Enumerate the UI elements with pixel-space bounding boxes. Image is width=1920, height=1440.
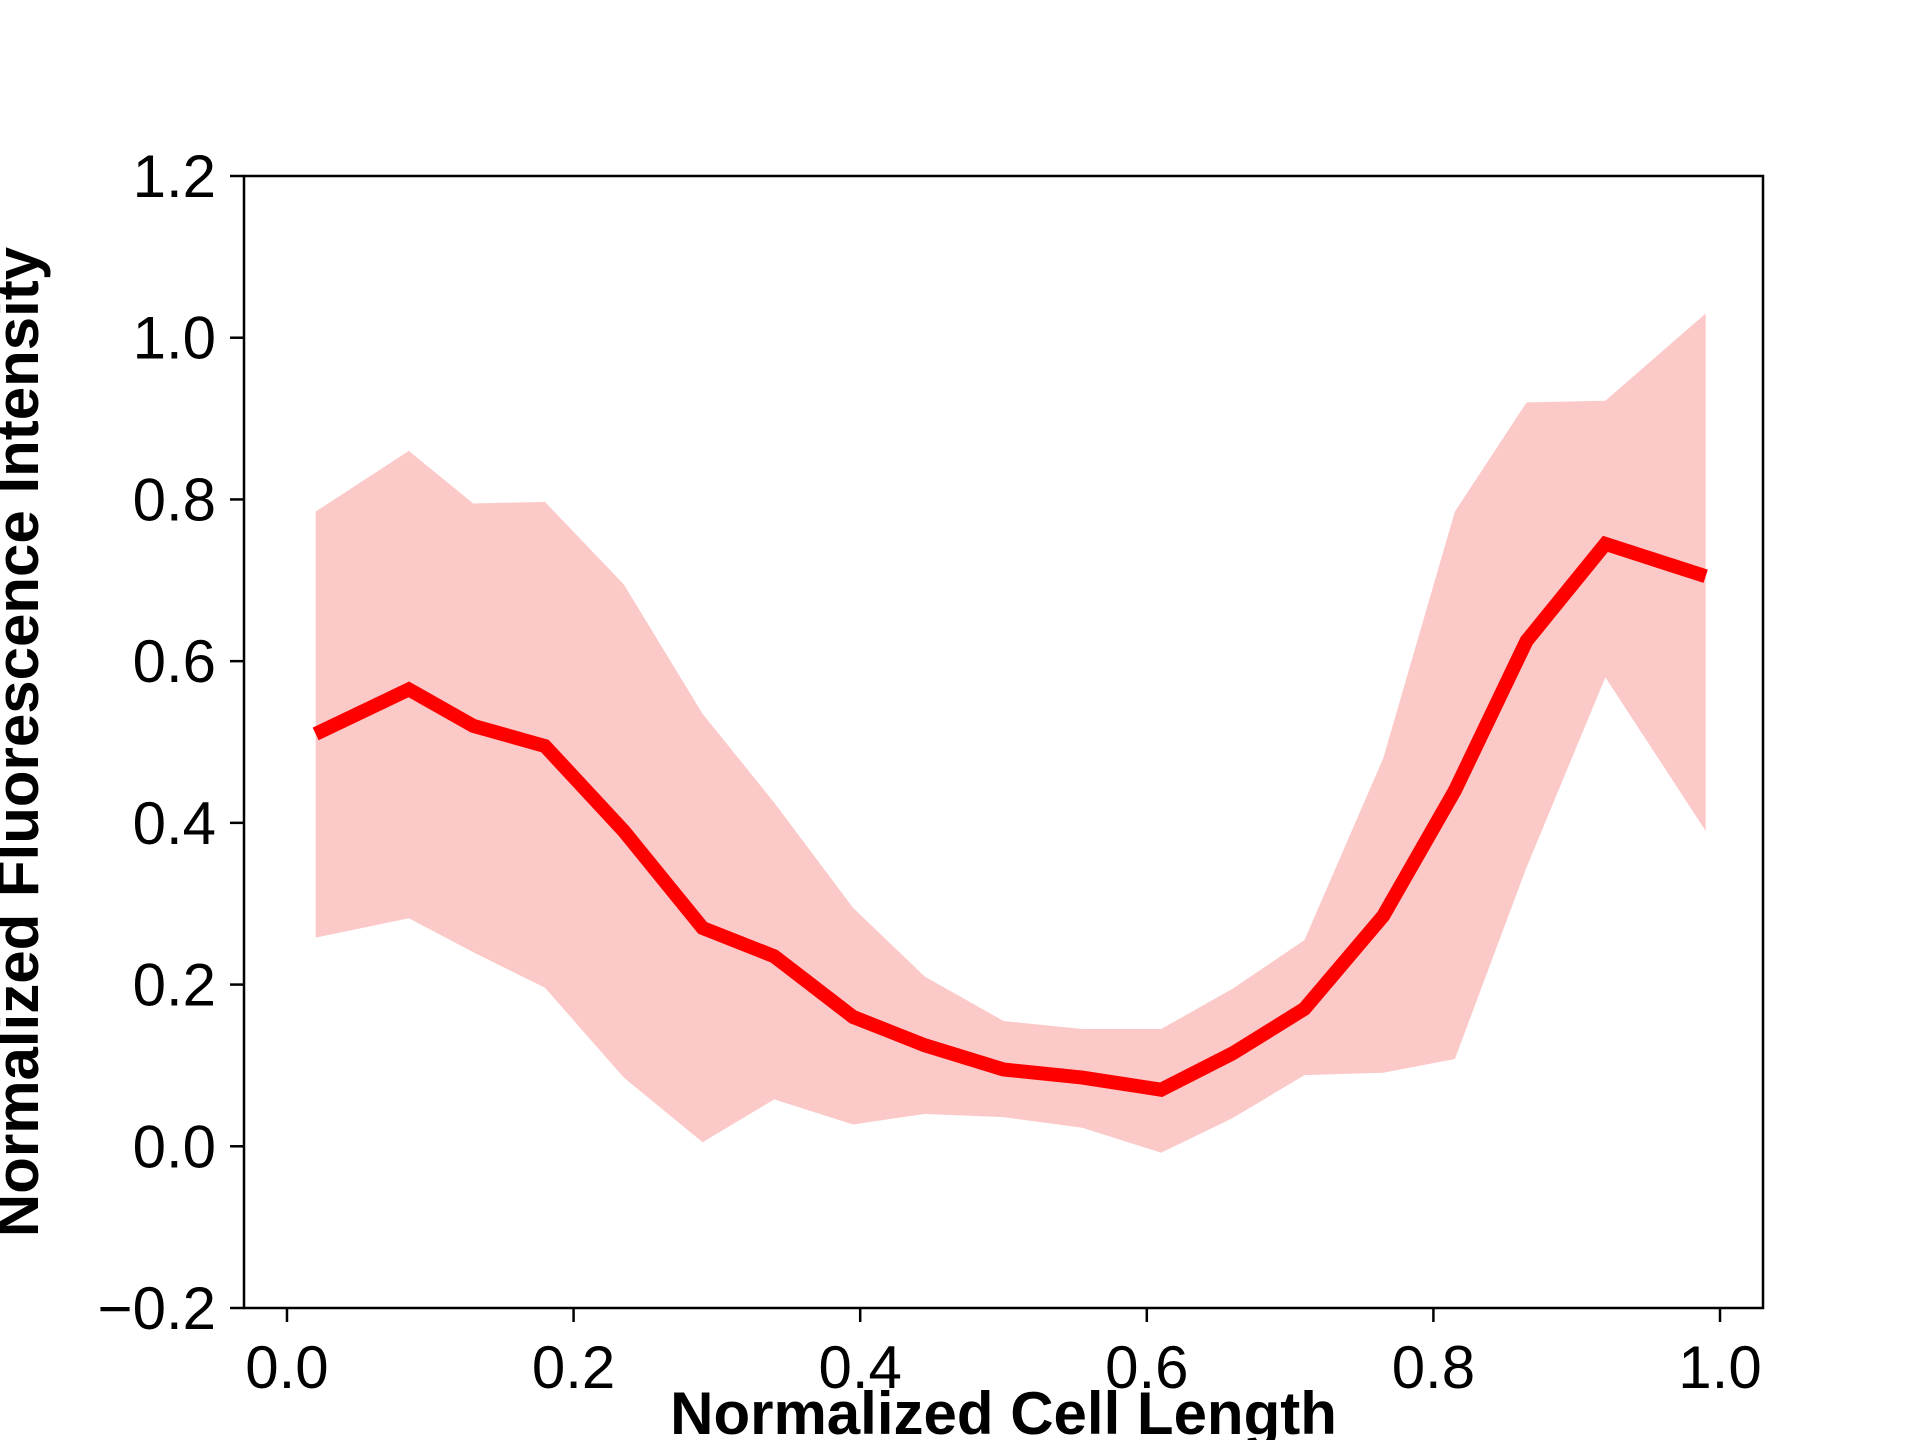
mean-line-layer — [312, 535, 1708, 1097]
x-axis-label: Normalized Cell Length — [670, 1380, 1337, 1440]
y-tick-label: 1.2 — [133, 143, 216, 210]
x-tick-label: 1.0 — [1678, 1334, 1761, 1401]
y-tick-label: 0.8 — [133, 466, 216, 533]
y-tick-label: 0.0 — [133, 1113, 216, 1180]
y-tick-label: 0.4 — [133, 790, 216, 857]
y-axis-ticks: −0.2 0.0 0.2 0.4 0.6 0.8 1.0 1.2 — [98, 143, 244, 1342]
y-axis-label: Normalized Fluorescence Intensity — [0, 246, 51, 1237]
x-tick-label: 0.2 — [532, 1334, 615, 1401]
y-tick-label: 1.0 — [133, 305, 216, 372]
x-tick-label: 0.0 — [245, 1334, 328, 1401]
mean-line-0 — [312, 535, 1708, 1097]
x-tick-label: 0.6 — [1105, 1334, 1188, 1401]
plot-frame — [242, 174, 1765, 1310]
y-tick-label: −0.2 — [98, 1275, 216, 1342]
y-tick-label: 0.6 — [133, 628, 216, 695]
x-tick-label: 0.4 — [818, 1334, 901, 1401]
x-axis-ticks: 0.0 0.2 0.4 0.6 0.8 1.0 — [245, 1308, 1762, 1401]
x-tick-label: 0.8 — [1392, 1334, 1475, 1401]
y-tick-label: 0.2 — [133, 952, 216, 1019]
